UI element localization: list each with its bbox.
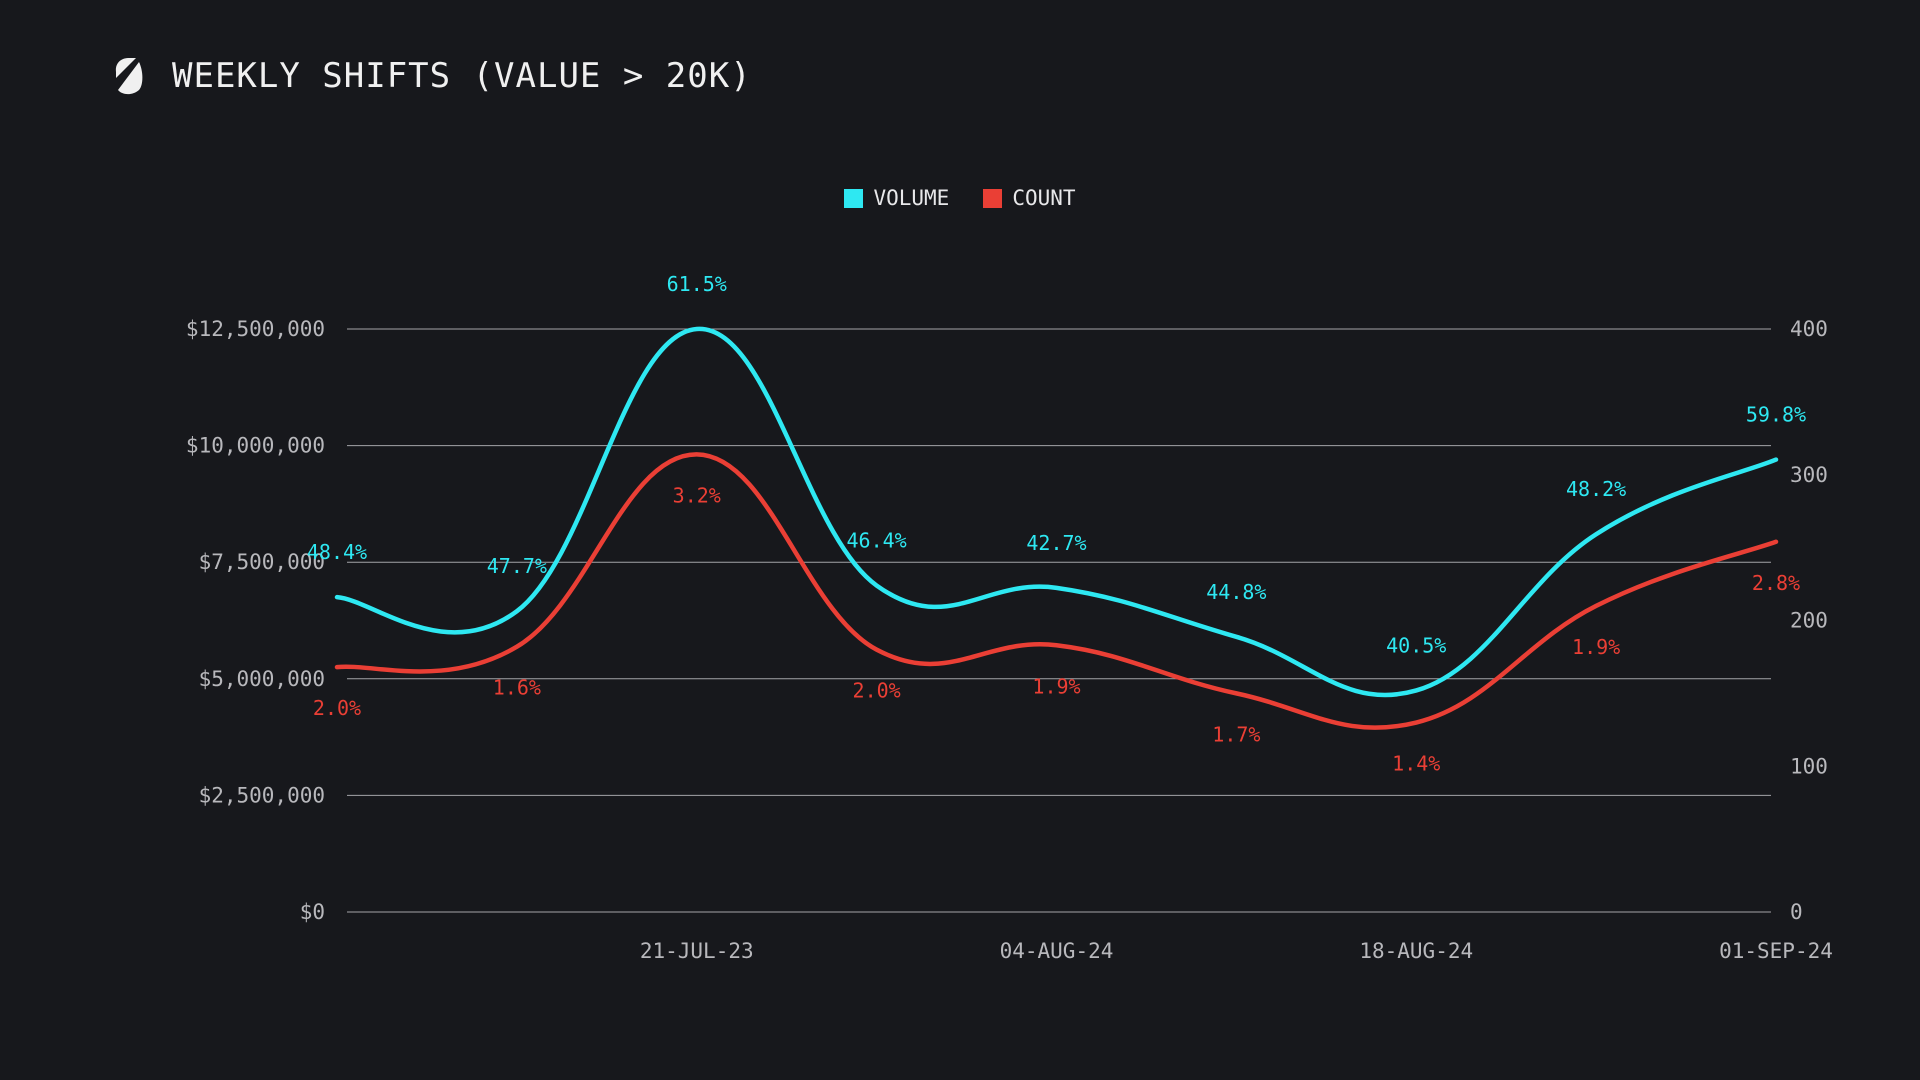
data-label-volume: 61.5% [667,272,727,296]
x-axis-tick-label: 21-JUL-23 [640,939,754,963]
x-axis-tick-label: 18-AUG-24 [1359,939,1473,963]
chart-title: WEEKLY SHIFTS (VALUE > 20K) [172,56,752,96]
right-axis-tick-label: 400 [1790,317,1828,341]
data-label-count: 2.8% [1752,571,1800,595]
right-axis-tick-label: 200 [1790,609,1828,633]
x-axis-tick-label: 04-AUG-24 [1000,939,1114,963]
data-label-count: 1.4% [1392,752,1440,776]
legend-label-count: COUNT [1012,186,1076,210]
legend-item-volume[interactable]: VOLUME [844,186,949,210]
data-label-volume: 42.7% [1026,531,1086,555]
legend-swatch-count [983,188,1003,208]
legend-swatch-volume [844,188,864,208]
data-label-volume: 46.4% [847,529,907,553]
data-label-volume: 48.4% [307,540,367,564]
legend: VOLUME COUNT [0,186,1920,210]
series-line-volume [334,326,1779,698]
data-label-volume: 48.2% [1566,477,1626,501]
series-line-count [334,452,1779,730]
data-label-count: 1.7% [1212,722,1260,746]
data-label-volume: 59.8% [1746,403,1806,427]
chart-header: WEEKLY SHIFTS (VALUE > 20K) [112,56,752,96]
right-axis-tick-label: 300 [1790,463,1828,487]
left-axis-tick-label: $2,500,000 [199,783,325,807]
data-label-volume: 44.8% [1206,580,1266,604]
right-axis-tick-label: 100 [1790,754,1828,778]
left-axis-tick-label: $7,500,000 [199,550,325,574]
left-axis-tick-label: $10,000,000 [186,434,325,458]
data-label-volume: 47.7% [487,554,547,578]
data-label-count: 1.9% [1572,635,1620,659]
left-axis-tick-label: $0 [300,900,325,924]
left-axis-tick-label: $5,000,000 [199,667,325,691]
data-label-count: 2.0% [313,696,361,720]
data-label-count: 1.9% [1032,674,1080,698]
data-label-volume: 40.5% [1386,633,1446,657]
data-label-count: 2.0% [853,679,901,703]
left-axis-tick-label: $12,500,000 [186,317,325,341]
x-axis-tick-label: 01-SEP-24 [1719,939,1833,963]
data-label-count: 3.2% [673,483,721,507]
s-logo-icon [115,58,143,95]
data-label-count: 1.6% [493,676,541,700]
right-axis-tick-label: 0 [1790,900,1803,924]
legend-item-count[interactable]: COUNT [983,186,1076,210]
legend-label-volume: VOLUME [873,186,950,210]
